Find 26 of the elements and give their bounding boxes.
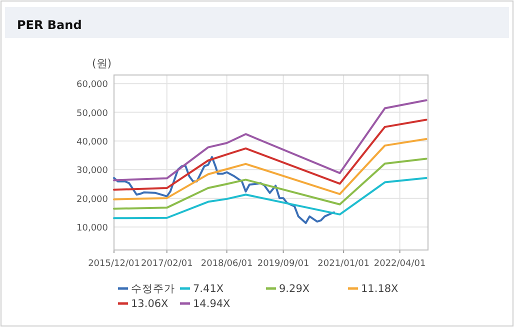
y-tick-label: 50,000 — [76, 108, 108, 119]
chart-title: PER Band — [17, 18, 82, 32]
x-tick-label: 2017/02/01 — [140, 259, 193, 269]
legend-label: 13.06X — [131, 298, 168, 310]
legend-label: 9.29X — [279, 283, 310, 295]
x-tick-label: 2018/06/01 — [200, 259, 253, 269]
x-tick-label: 2021/01/01 — [318, 259, 370, 269]
y-tick-label: 20,000 — [76, 194, 108, 205]
y-tick-label: 10,000 — [76, 224, 108, 234]
legend-label: 11.18X — [361, 283, 398, 295]
y-tick-label: 40,000 — [76, 137, 108, 148]
x-tick-label: 2022/04/01 — [374, 259, 426, 269]
line-series — [113, 156, 335, 224]
line-series — [113, 158, 428, 210]
legend-label: 수정주가 — [131, 283, 175, 295]
line-series — [113, 99, 428, 182]
x-tick-label: 2015/12/01 — [88, 259, 140, 269]
y-tick-label: 60,000 — [76, 80, 108, 90]
y-tick-label: 30,000 — [76, 166, 108, 176]
line-series — [113, 138, 428, 200]
x-tick-label: 2019/09/01 — [257, 259, 310, 269]
line-series — [113, 118, 428, 191]
line-series — [113, 176, 428, 220]
y-axis-title: (원) — [92, 57, 112, 70]
legend-label: 14.94X — [193, 298, 230, 310]
legend-label: 7.41X — [193, 283, 224, 295]
